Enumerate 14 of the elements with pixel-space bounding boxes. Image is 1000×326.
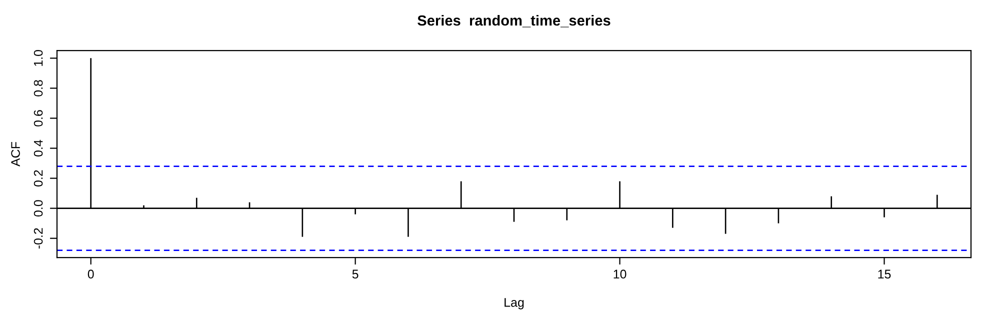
x-axis-title: Lag: [504, 298, 524, 310]
y-axis-title: ACF: [11, 142, 20, 167]
y-tick-label: 0.4: [34, 140, 43, 156]
y-tick-label: 0.6: [34, 110, 43, 126]
x-tick-label: 5: [352, 270, 358, 279]
y-tick-label: 0.2: [34, 170, 43, 186]
y-tick-label: -0.2: [34, 228, 43, 249]
x-tick-label: 0: [88, 270, 94, 279]
x-tick-label: 15: [878, 270, 891, 279]
chart-title: Series random_time_series: [418, 14, 610, 28]
y-tick-label: 0.0: [34, 200, 43, 216]
y-tick-label: 1.0: [34, 50, 43, 66]
x-tick-label: 10: [614, 270, 626, 279]
y-tick-label: 0.8: [34, 80, 43, 96]
